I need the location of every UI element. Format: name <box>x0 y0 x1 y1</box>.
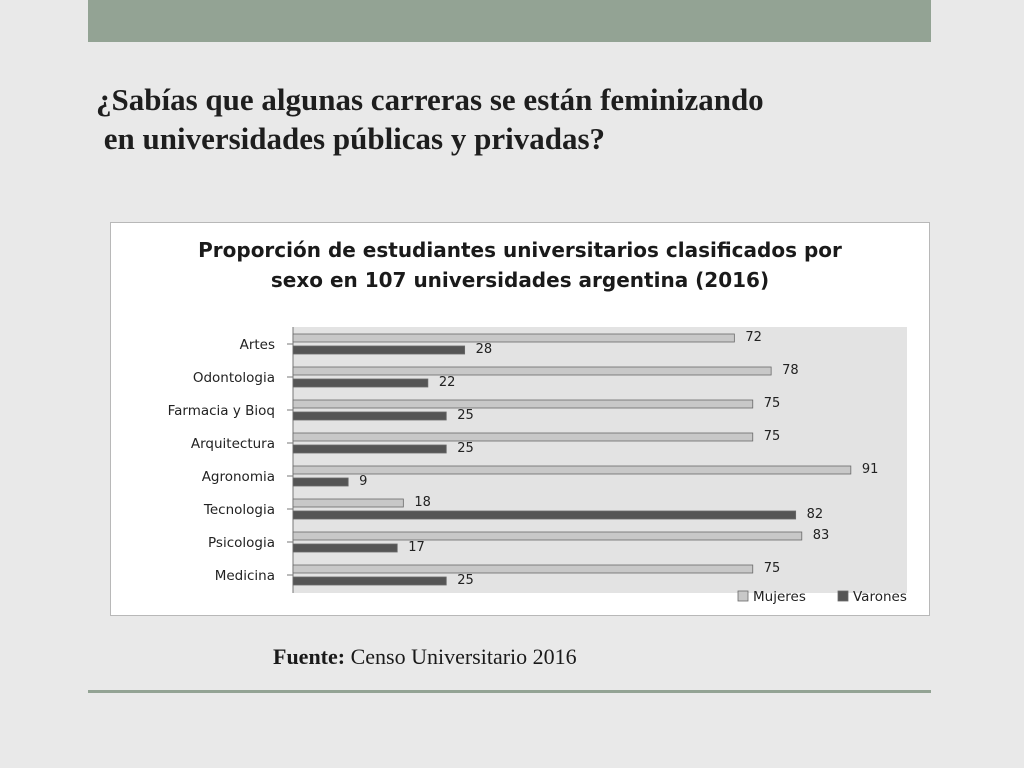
value-label-varones-arquitectura: 25 <box>457 441 474 456</box>
bar-varones-arquitectura <box>292 444 447 454</box>
value-label-mujeres-medicina: 75 <box>764 561 781 576</box>
bar-chart: Proporción de estudiantes universitarios… <box>168 238 907 605</box>
legend-label-varones: Varones <box>853 589 907 605</box>
category-label-medicina: Medicina <box>215 568 275 584</box>
bar-varones-odontologia <box>292 378 429 388</box>
legend: Mujeres Varones <box>737 589 907 605</box>
top-accent-bar <box>88 0 931 42</box>
category-label-artes: Artes <box>240 337 275 353</box>
slide-title-line-1: ¿Sabías que algunas carreras se están fe… <box>96 82 764 117</box>
bar-varones-psicologia <box>292 543 398 553</box>
category-label-farmacia-y-bioq: Farmacia y Bioq <box>168 403 275 419</box>
legend-label-mujeres: Mujeres <box>753 589 806 605</box>
value-label-mujeres-agronomia: 91 <box>862 462 879 477</box>
value-label-varones-odontologia: 22 <box>439 375 456 390</box>
category-label-psicologia: Psicologia <box>208 535 275 551</box>
chart-title-line-2: sexo en 107 universidades argentina (201… <box>271 268 769 292</box>
bar-varones-tecnologia <box>292 510 797 520</box>
bar-varones-artes <box>292 345 466 355</box>
value-label-mujeres-tecnologia: 18 <box>414 495 431 510</box>
value-label-mujeres-artes: 72 <box>745 330 762 345</box>
value-label-varones-tecnologia: 82 <box>807 507 824 522</box>
legend-swatch-varones <box>837 590 849 602</box>
slide-title-line-2: en universidades públicas y privadas? <box>96 121 606 156</box>
category-label-arquitectura: Arquitectura <box>191 436 275 452</box>
chart-title-line-1: Proporción de estudiantes universitarios… <box>198 238 842 262</box>
bar-mujeres-medicina <box>292 564 754 574</box>
bar-mujeres-agronomia <box>292 465 852 475</box>
bar-mujeres-arquitectura <box>292 432 754 442</box>
value-label-varones-artes: 28 <box>476 342 493 357</box>
chart-frame: Proporción de estudiantes universitarios… <box>110 222 930 616</box>
value-label-mujeres-odontologia: 78 <box>782 363 799 378</box>
source-note: Fuente: Censo Universitario 2016 <box>273 644 577 670</box>
legend-swatch-mujeres <box>737 590 749 602</box>
bar-varones-medicina <box>292 576 447 586</box>
slide-title: ¿Sabías que algunas carreras se están fe… <box>96 80 916 158</box>
value-label-mujeres-farmacia-y-bioq: 75 <box>764 396 781 411</box>
bar-mujeres-farmacia-y-bioq <box>292 399 754 409</box>
value-label-mujeres-arquitectura: 75 <box>764 429 781 444</box>
bars-group: Artes 72 28 Odontologia 78 22 Farmacia y Bioq 7… <box>168 330 879 588</box>
bar-varones-farmacia-y-bioq <box>292 411 447 421</box>
value-label-varones-medicina: 25 <box>457 573 474 588</box>
value-label-varones-agronomia: 9 <box>359 474 367 489</box>
category-label-odontologia: Odontologia <box>193 370 275 386</box>
bar-mujeres-odontologia <box>292 366 772 376</box>
value-label-varones-farmacia-y-bioq: 25 <box>457 408 474 423</box>
bar-mujeres-tecnologia <box>292 498 404 508</box>
bar-mujeres-artes <box>292 333 735 343</box>
category-label-agronomia: Agronomia <box>202 469 275 485</box>
source-text: Censo Universitario 2016 <box>345 644 577 669</box>
source-label: Fuente: <box>273 644 346 669</box>
bottom-accent-line <box>88 690 931 693</box>
bar-varones-agronomia <box>292 477 349 487</box>
category-label-tecnologia: Tecnologia <box>203 502 275 518</box>
value-label-varones-psicologia: 17 <box>408 540 425 555</box>
value-label-mujeres-psicologia: 83 <box>813 528 830 543</box>
bar-mujeres-psicologia <box>292 531 803 541</box>
